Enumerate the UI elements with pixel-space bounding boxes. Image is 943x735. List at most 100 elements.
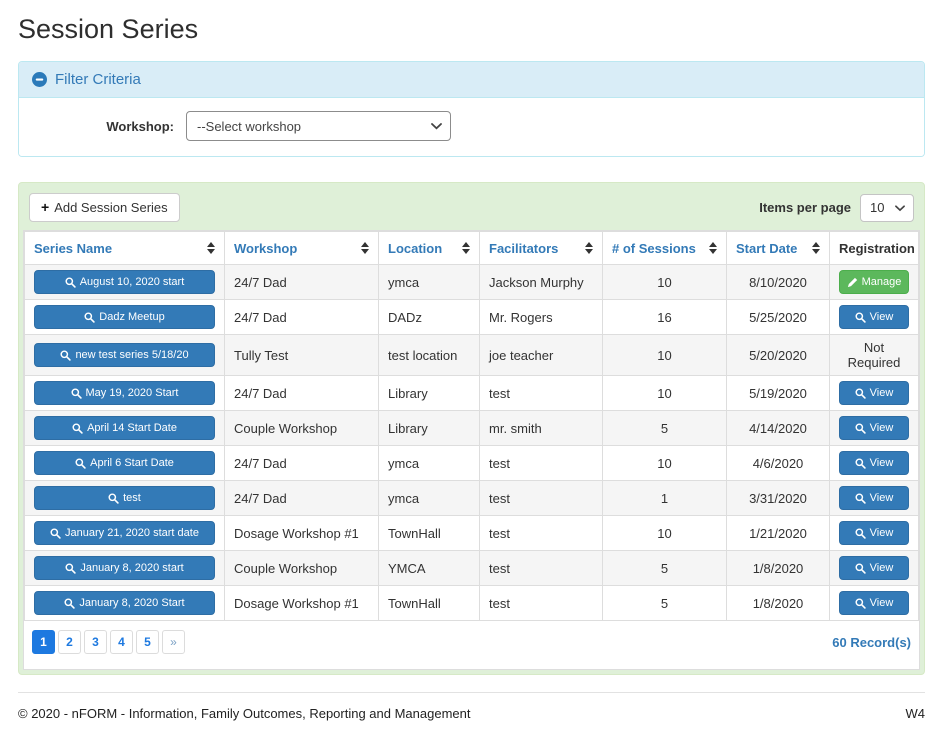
location-cell: Library	[378, 410, 480, 446]
series-name-button[interactable]: January 21, 2020 start date	[34, 521, 215, 545]
series-name-button[interactable]: new test series 5/18/20	[34, 343, 215, 367]
location-cell: ymca	[378, 264, 480, 300]
pagination: 1 2 3 4 5»	[32, 630, 185, 654]
filter-criteria-header[interactable]: Filter Criteria	[19, 62, 924, 98]
registration-cell: Not Required	[829, 334, 919, 376]
registration-cell: View	[829, 375, 919, 411]
start-date-cell: 4/6/2020	[726, 445, 830, 481]
workshop-cell: Couple Workshop	[224, 410, 379, 446]
column-header-registration: Registration	[829, 231, 919, 265]
location-cell: YMCA	[378, 550, 480, 586]
series-name-button[interactable]: Dadz Meetup	[34, 305, 215, 329]
table-header-row: Series Name Workshop Location Facilitato…	[24, 231, 919, 265]
table-row: May 19, 2020 Start 24/7 Dad Library test…	[24, 375, 919, 411]
table-row: January 8, 2020 start Couple Workshop YM…	[24, 550, 919, 586]
session-series-table: Series Name Workshop Location Facilitato…	[24, 231, 919, 621]
num-sessions-cell: 10	[602, 445, 727, 481]
magnifier-icon	[70, 387, 82, 399]
pencil-icon	[847, 277, 858, 288]
start-date-cell: 8/10/2020	[726, 264, 830, 300]
session-series-table-container: Series Name Workshop Location Facilitato…	[23, 230, 920, 670]
series-name-cell: new test series 5/18/20	[24, 334, 225, 376]
view-registration-button[interactable]: View	[839, 486, 909, 510]
registration-cell: View	[829, 585, 919, 621]
series-name-button[interactable]: January 8, 2020 Start	[34, 591, 215, 615]
items-per-page-select[interactable]: 10	[860, 193, 914, 222]
view-registration-button[interactable]: View	[839, 451, 909, 475]
sort-arrows-icon	[207, 242, 215, 254]
table-row: Dadz Meetup 24/7 Dad DADz Mr. Rogers 16 …	[24, 299, 919, 335]
page-button-1[interactable]: 1	[32, 630, 55, 654]
view-registration-button[interactable]: View	[839, 521, 909, 545]
view-registration-button[interactable]: View	[839, 556, 909, 580]
num-sessions-cell: 1	[602, 480, 727, 516]
magnifier-icon	[75, 457, 86, 469]
view-registration-button[interactable]: View	[839, 416, 909, 440]
view-registration-button[interactable]: View	[839, 381, 909, 405]
column-header-num-sessions[interactable]: # of Sessions	[602, 231, 727, 265]
column-header-workshop[interactable]: Workshop	[224, 231, 379, 265]
series-name-cell: August 10, 2020 start	[24, 264, 225, 300]
column-header-start-date[interactable]: Start Date	[726, 231, 830, 265]
series-name-cell: May 19, 2020 Start	[24, 375, 225, 411]
registration-cell: View	[829, 410, 919, 446]
session-series-grid-panel: + Add Session Series Items per page 10	[18, 182, 925, 675]
workshop-cell: 24/7 Dad	[224, 299, 379, 335]
page-button-3[interactable]: 3	[84, 630, 107, 654]
series-name-button[interactable]: August 10, 2020 start	[34, 270, 215, 294]
magnifier-icon	[65, 562, 77, 574]
series-name-button[interactable]: April 6 Start Date	[34, 451, 215, 475]
view-registration-button[interactable]: View	[839, 305, 909, 329]
column-header-facilitators[interactable]: Facilitators	[479, 231, 603, 265]
add-session-series-button[interactable]: + Add Session Series	[29, 193, 180, 222]
series-name-button[interactable]: January 8, 2020 start	[34, 556, 215, 580]
workshop-select[interactable]: --Select workshop	[186, 111, 451, 141]
location-cell: DADz	[378, 299, 480, 335]
series-name-button[interactable]: May 19, 2020 Start	[34, 381, 215, 405]
magnifier-icon	[60, 349, 72, 361]
workshop-cell: 24/7 Dad	[224, 375, 379, 411]
registration-cell: View	[829, 515, 919, 551]
view-registration-button[interactable]: View	[839, 591, 909, 615]
series-name-button[interactable]: April 14 Start Date	[34, 416, 215, 440]
sort-arrows-icon	[812, 242, 820, 254]
table-row: new test series 5/18/20 Tully Test test …	[24, 334, 919, 376]
start-date-cell: 4/14/2020	[726, 410, 830, 446]
facilitators-cell: joe teacher	[479, 334, 603, 376]
series-name-cell: April 6 Start Date	[24, 445, 225, 481]
sort-arrows-icon	[361, 242, 369, 254]
workshop-cell: Dosage Workshop #1	[224, 585, 379, 621]
column-header-series-name[interactable]: Series Name	[24, 231, 225, 265]
num-sessions-cell: 5	[602, 585, 727, 621]
registration-cell: View	[829, 550, 919, 586]
page-button-4[interactable]: 4	[110, 630, 133, 654]
magnifier-icon	[64, 597, 76, 609]
filter-body: Workshop: --Select workshop	[19, 98, 924, 156]
magnifier-icon	[855, 422, 866, 434]
start-date-cell: 5/25/2020	[726, 299, 830, 335]
sort-arrows-icon	[585, 242, 593, 254]
magnifier-icon	[855, 387, 866, 399]
magnifier-icon	[855, 562, 866, 574]
table-row: January 8, 2020 Start Dosage Workshop #1…	[24, 585, 919, 621]
registration-cell: View	[829, 299, 919, 335]
magnifier-icon	[84, 311, 96, 323]
start-date-cell: 1/8/2020	[726, 585, 830, 621]
start-date-cell: 1/21/2020	[726, 515, 830, 551]
page-button-2[interactable]: 2	[58, 630, 81, 654]
record-count: 60 Record(s)	[832, 634, 911, 650]
page-button-5[interactable]: 5	[136, 630, 159, 654]
manage-registration-button[interactable]: Manage	[839, 270, 909, 294]
series-name-button[interactable]: test	[34, 486, 215, 510]
next-page-button[interactable]: »	[162, 630, 185, 654]
column-header-location[interactable]: Location	[378, 231, 480, 265]
registration-cell: View	[829, 445, 919, 481]
registration-cell: Manage	[829, 264, 919, 300]
magnifier-icon	[855, 492, 866, 504]
magnifier-icon	[50, 527, 61, 539]
workshop-label: Workshop:	[106, 118, 174, 134]
sort-arrows-icon	[709, 242, 717, 254]
workshop-cell: 24/7 Dad	[224, 445, 379, 481]
magnifier-icon	[855, 457, 866, 469]
